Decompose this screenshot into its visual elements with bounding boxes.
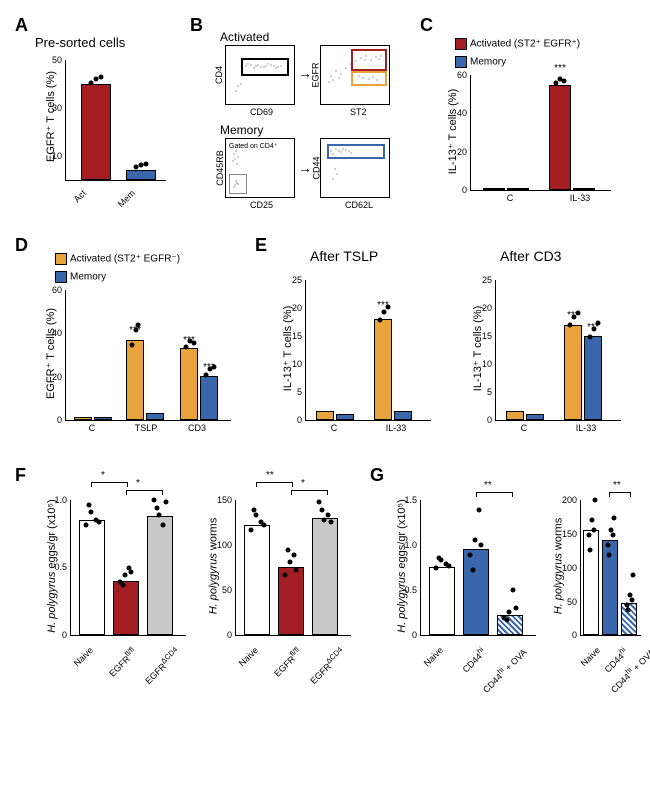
panel-c-label: C <box>420 15 433 36</box>
panel-g-right-chart: 200 150 100 50 0 ** <box>580 500 641 636</box>
panel-d-label: D <box>15 235 28 256</box>
panel-e-right-title: After CD3 <box>500 248 561 264</box>
bar-mem <box>126 170 156 180</box>
panel-e-right-chart: 25 20 15 10 5 0 *** *** <box>495 280 621 421</box>
panel-g-left-chart: 1.5 1.0 0.5 0 ** <box>420 500 536 636</box>
panel-e-label: E <box>255 235 267 256</box>
panel-d-legend: Activated (ST2⁺ EGFR⁻) Memory <box>55 250 180 286</box>
facs-plot <box>320 45 390 105</box>
panel-f-left-chart: 1.0 0.5 0 * * <box>70 500 186 636</box>
panel-e-left-title: After TSLP <box>310 248 378 264</box>
panel-a-label: A <box>15 15 28 36</box>
panel-a-title: Pre-sorted cells <box>35 35 125 50</box>
bar-act <box>81 84 111 180</box>
panel-a-ylabel: EGFR⁺ T cells (%) <box>44 71 57 162</box>
panel-b-top-title: Activated <box>220 30 269 44</box>
panel-d-chart: 60 40 20 0 *** *** *** <box>65 290 231 421</box>
xlab: Act <box>72 188 88 204</box>
panel-d-ylabel: EGFR⁺ T cells (%) <box>44 308 57 399</box>
panel-f-label: F <box>15 465 26 486</box>
panel-b-bot-title: Memory <box>220 123 263 137</box>
panel-g-label: G <box>370 465 384 486</box>
panel-a-chart: 50 30 10 <box>65 60 166 181</box>
panel-f-right-chart: 150 100 50 0 ** * <box>235 500 351 636</box>
panel-b-label: B <box>190 15 203 36</box>
facs-plot <box>225 45 295 105</box>
panel-e-left-chart: 25 20 15 10 5 0 *** <box>305 280 431 421</box>
tick: 50 <box>44 55 62 65</box>
facs-plot <box>320 138 390 198</box>
facs-plot: Gated on CD4⁺ <box>225 138 295 198</box>
panel-c-chart: 60 40 20 0 *** <box>470 75 611 191</box>
xlab: Mem <box>116 188 137 209</box>
panel-c-ylabel: IL-13⁺ T cells (%) <box>446 89 459 174</box>
